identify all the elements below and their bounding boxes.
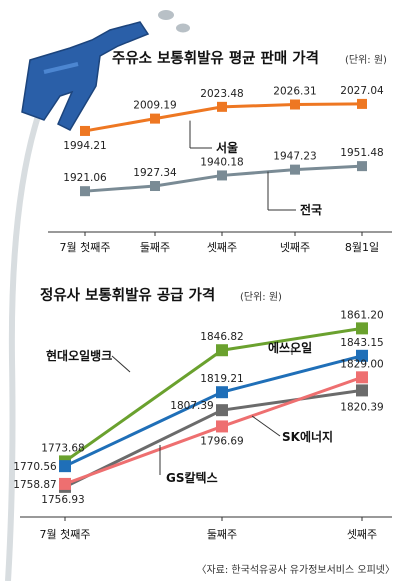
chart2-data-label: 1829.00: [340, 358, 383, 370]
chart1-data-point: [80, 125, 90, 136]
chart1-unit: (단위: 원): [345, 53, 387, 66]
chart1-data-point: [80, 186, 90, 197]
chart2-unit: (단위: 원): [240, 290, 282, 303]
chart2-series-label: SK에너지: [282, 429, 333, 444]
chart1-data-point: [290, 99, 300, 110]
chart2-data-label: 1796.69: [200, 435, 243, 447]
chart2-plot: 7월 첫째주 둘째주 셋째주 1773.68 1846.82 1861.20 1770.56…: [13, 309, 392, 541]
chart1-data-point: [290, 164, 300, 175]
chart1-data-point: [357, 161, 367, 172]
chart2-title: 정유사 보통휘발유 공급 가격: [40, 286, 215, 304]
chart2-data-point: [59, 477, 71, 490]
chart1-data-label: 1947.23: [273, 151, 316, 163]
chart1-data-label: 2009.19: [133, 100, 176, 112]
chart1-x-tick-label: 8월1일: [345, 240, 379, 254]
chart1-data-label: 1994.21: [63, 140, 106, 152]
chart2-leader-line: [111, 355, 131, 373]
chart2-series-label: 현대오일뱅크: [46, 348, 112, 363]
chart1-data-point: [217, 101, 227, 112]
chart1-data-point: [357, 98, 367, 109]
chart2-data-point: [216, 386, 228, 399]
chart1-data-point: [217, 170, 227, 181]
chart1-series-label: 서울: [216, 140, 238, 155]
chart1-x-tick-label: 셋째주: [207, 241, 237, 254]
source-note: 〈자료: 한국석유공사 유가정보서비스 오피넷〉: [196, 564, 395, 576]
chart2-data-point: [216, 420, 228, 433]
chart1-data-label: 2027.04: [340, 85, 384, 97]
chart1-data-point: [150, 113, 160, 124]
chart2-data-label: 1773.68: [41, 442, 84, 454]
chart2-data-label: 1756.93: [41, 494, 84, 506]
chart2-data-point: [216, 344, 228, 357]
chart1-data-label: 2023.48: [200, 88, 243, 100]
chart2-data-label: 1819.21: [200, 373, 243, 385]
chart2-data-label: 1807.39: [170, 400, 213, 412]
chart2-data-point: [216, 404, 228, 417]
chart2-data-label: 1861.20: [340, 309, 383, 321]
chart2-data-label: 1758.87: [13, 479, 56, 491]
chart1-data-label: 1921.06: [63, 172, 107, 184]
chart1-x-tick-label: 넷째주: [280, 241, 310, 254]
fuel-hose: [5, 109, 43, 581]
chart2-leader-line: [251, 415, 281, 437]
chart2-x-tick-label: 둘째주: [207, 528, 237, 541]
chart1-x-tick-label: 둘째주: [140, 241, 170, 254]
chart2-data-label: 1820.39: [340, 401, 383, 413]
chart2-x-tick-label: 셋째주: [347, 528, 377, 541]
chart2-series-label: 에쓰오일: [268, 340, 312, 355]
chart2-data-point: [356, 371, 368, 384]
fuel-drop-icon: [158, 10, 190, 33]
chart1-x-tick-label: 7월 첫째주: [60, 241, 111, 254]
chart2-data-point: [356, 322, 368, 335]
chart2-x-tick-label: 7월 첫째주: [40, 528, 91, 541]
fuel-nozzle-icon: [21, 21, 150, 131]
chart1-data-label: 1927.34: [133, 167, 177, 179]
chart1-series-label: 전국: [300, 202, 322, 217]
chart2-data-point: [356, 349, 368, 362]
chart2-series-label: GS칼텍스: [166, 470, 218, 485]
chart1-data-label: 1940.18: [200, 156, 243, 168]
chart1-plot: 7월 첫째주 둘째주 셋째주 넷째주 8월1일 1994.21 2009.19 2023.48…: [48, 85, 392, 254]
chart2-data-point: [59, 460, 71, 473]
chart1-data-label: 2026.31: [273, 86, 316, 98]
chart1-data-label: 1951.48: [340, 147, 383, 159]
chart2-data-point: [356, 384, 368, 397]
chart2-data-label: 1846.82: [200, 331, 243, 343]
chart1-title: 주유소 보통휘발유 평균 판매 가격: [112, 49, 319, 67]
chart2-data-label: 1770.56: [13, 461, 57, 473]
chart2-data-label: 1843.15: [340, 337, 383, 349]
chart1-data-point: [150, 181, 160, 192]
